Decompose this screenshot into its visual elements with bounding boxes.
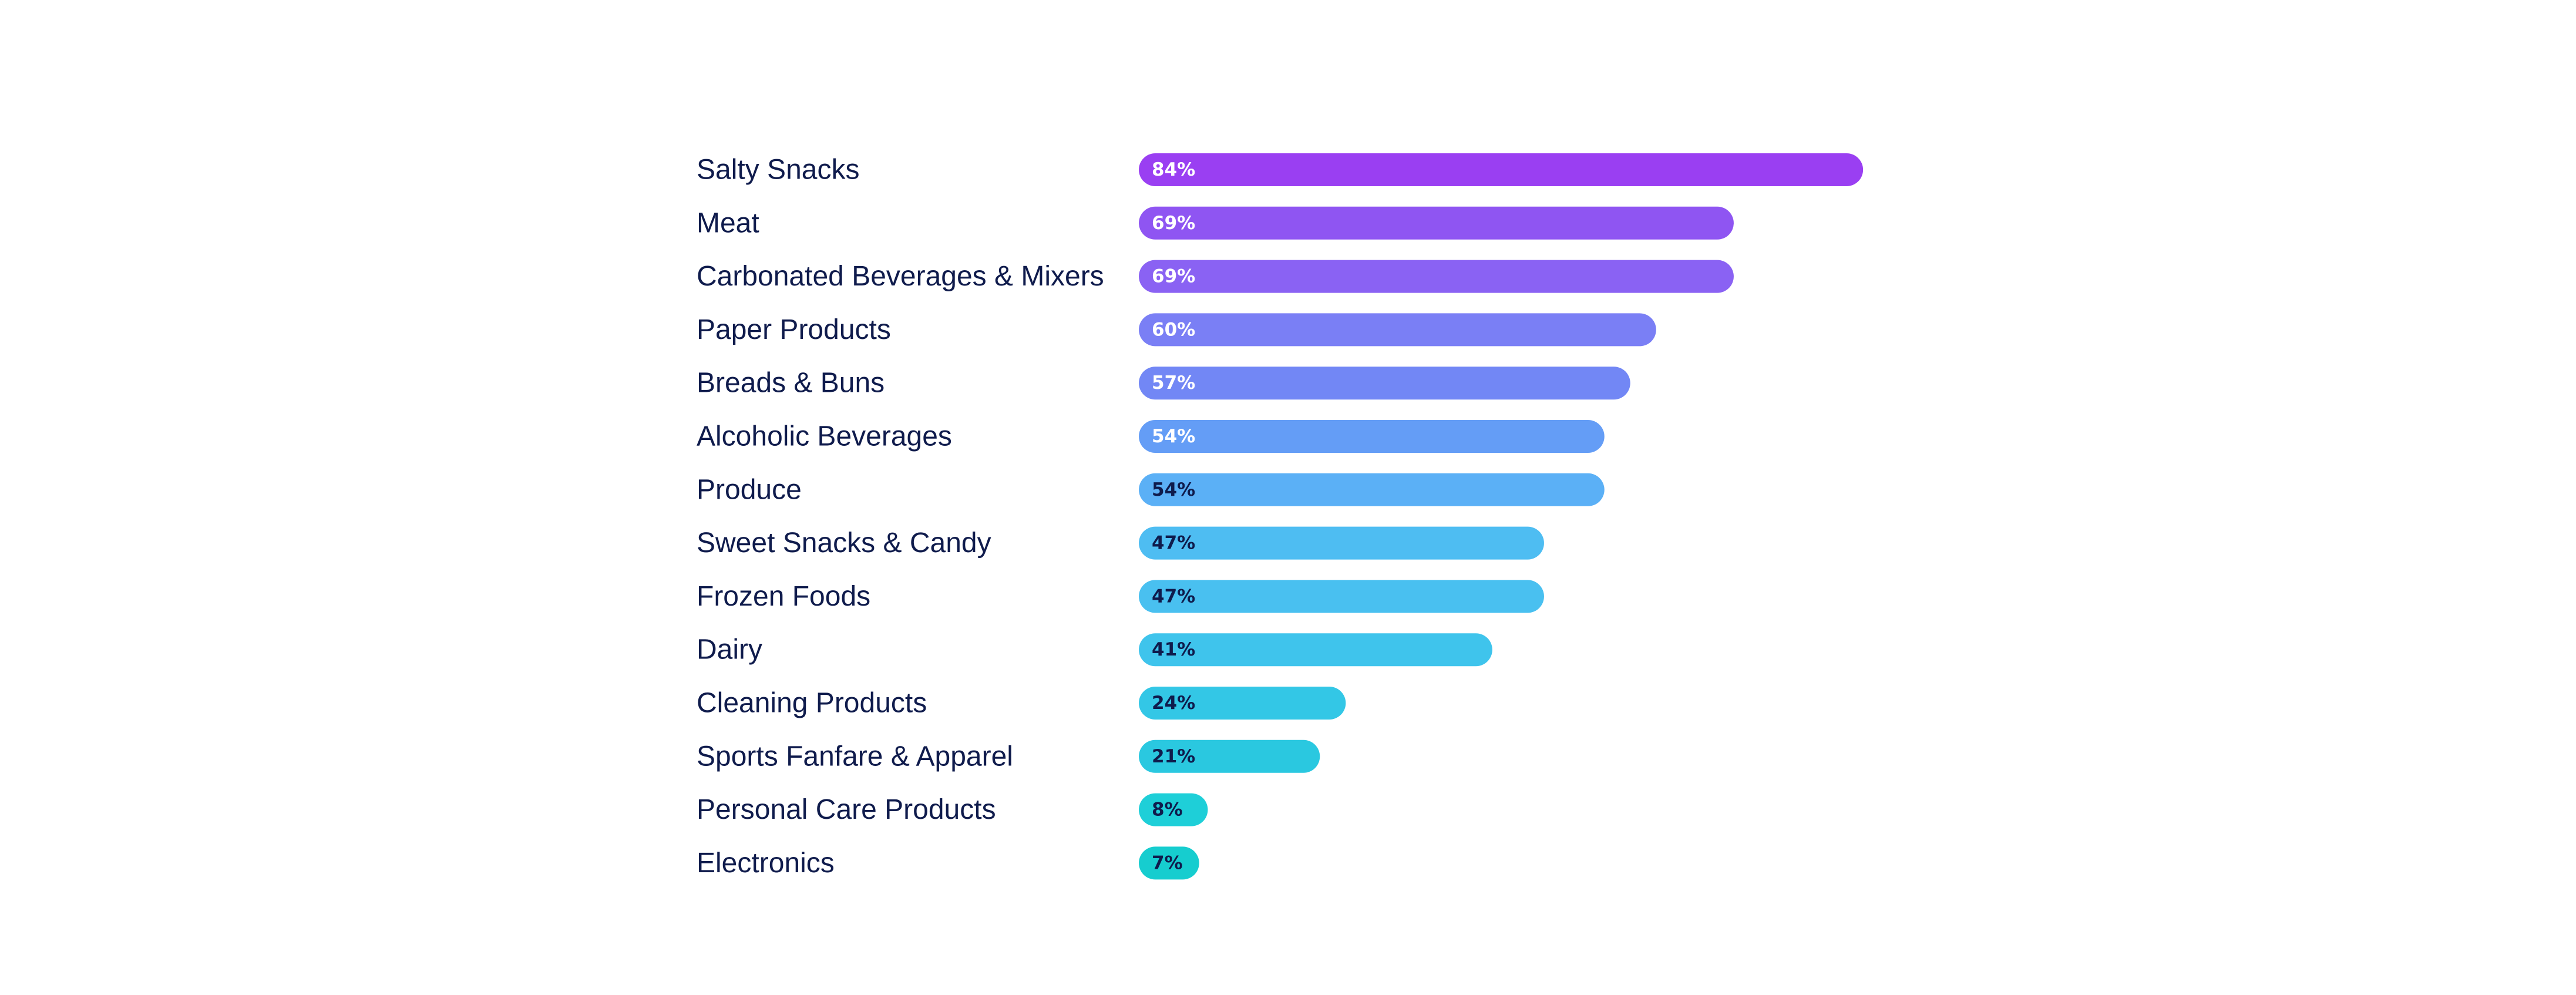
category-label: Carbonated Beverages & Mixers [697,261,1104,292]
value-label: 69% [1152,266,1195,287]
bar [1139,580,1544,613]
value-label: 57% [1152,372,1195,394]
value-label: 21% [1152,746,1195,767]
category-label: Electronics [697,848,835,879]
category-label: Produce [697,474,802,505]
value-label: 69% [1152,213,1195,234]
bar [1139,260,1734,293]
bar [1139,846,1199,880]
category-label: Frozen Foods [697,581,870,612]
bar [1139,153,1864,186]
value-label: 60% [1152,319,1195,340]
category-label: Cleaning Products [697,688,927,719]
bar [1139,420,1605,453]
value-label: 54% [1152,426,1195,447]
category-label: Personal Care Products [697,794,996,825]
bar [1139,633,1492,667]
category-label: Paper Products [697,314,891,345]
bar [1139,793,1208,826]
value-label: 54% [1152,479,1195,500]
value-label: 84% [1152,159,1195,180]
category-label: Sports Fanfare & Apparel [697,741,1013,772]
bar [1139,367,1630,400]
category-label: Meat [697,207,759,238]
category-label: Breads & Buns [697,368,885,399]
value-label: 47% [1152,586,1195,607]
value-label: 41% [1152,639,1195,660]
value-label: 7% [1152,852,1183,873]
value-label: 24% [1152,693,1195,714]
category-label: Salty Snacks [697,154,859,186]
category-label: Dairy [697,634,762,665]
bar [1139,739,1320,773]
value-label: 47% [1152,533,1195,554]
bar [1139,206,1734,240]
category-label: Alcoholic Beverages [697,421,952,452]
bar [1139,473,1605,506]
bar [1139,313,1656,347]
value-label: 8% [1152,799,1183,821]
bar [1139,687,1346,720]
bar [1139,526,1544,560]
category-label: Sweet Snacks & Candy [697,527,991,559]
